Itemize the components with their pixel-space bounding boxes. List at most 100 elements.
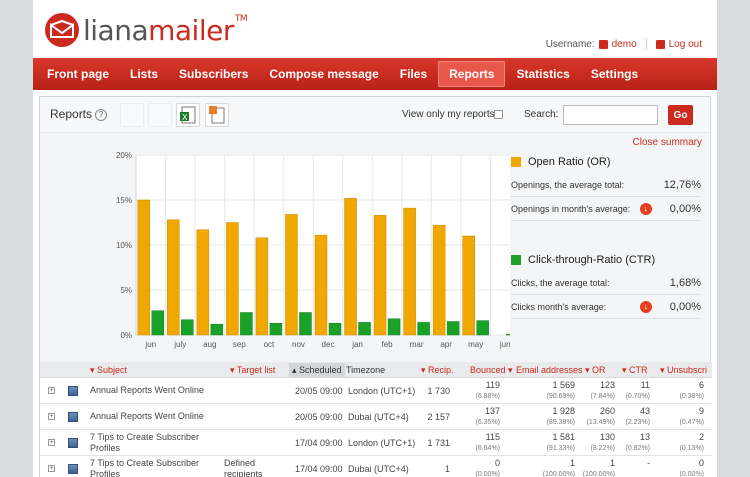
cell-subject-line2: Profiles [90, 469, 121, 477]
expand-icon[interactable]: + [48, 439, 55, 446]
cell-subject[interactable]: Annual Reports Went Online [90, 411, 204, 422]
expand-icon[interactable]: + [48, 387, 55, 394]
logout-link[interactable]: Log out [668, 38, 702, 50]
bar-or [462, 235, 475, 336]
bar-or [344, 197, 357, 336]
nav-subscribers[interactable]: Subscribers [179, 67, 249, 81]
cell-email-pct: (89.38%) [546, 419, 575, 426]
bar-or [432, 224, 446, 336]
cell-subject-line1: 7 Tips to Create Subscriber [90, 432, 200, 442]
or-header: Open Ratio (OR) [511, 151, 701, 173]
cell-recip: 1 [444, 464, 450, 474]
col-unsub[interactable]: ▾ Unsubscri [660, 365, 708, 375]
cell-or-value: 260 [599, 406, 615, 416]
cell-unsub-value: 2 [698, 432, 704, 442]
col-target-label: Target list [236, 365, 276, 375]
cell-or-pct: (100.00%) [582, 471, 615, 477]
bar-ctr [240, 312, 253, 336]
cell-subject-line1: Annual Reports Went Online [90, 385, 204, 395]
cell-ctr: 13 (0.82%) [625, 432, 650, 454]
x-tick-label: aug [203, 340, 216, 349]
cell-scheduled: 20/05 09:00 [295, 386, 343, 396]
bar-ctr [387, 318, 401, 336]
cell-timezone: Dubai (UTC+4) [348, 412, 409, 422]
col-ctr[interactable]: ▾ CTR [622, 365, 648, 375]
col-recip[interactable]: ▾ Recip. [421, 365, 454, 375]
cell-subject[interactable]: 7 Tips to Create Subscriber Profiles [90, 432, 199, 454]
expand-icon[interactable]: + [48, 465, 55, 472]
cell-unsub-value: 9 [698, 406, 704, 416]
cell-subject[interactable]: 7 Tips to Create Subscriber Profiles [90, 458, 199, 477]
go-button[interactable]: Go [668, 105, 693, 125]
or-legend-square [511, 157, 521, 167]
cell-or-pct: (7.84%) [590, 393, 615, 400]
help-icon[interactable]: ? [95, 109, 108, 121]
or-month-value-wrap: ↓ 0,00% [639, 202, 701, 215]
excel-export-icon[interactable]: X [176, 103, 200, 127]
cell-unsub: 2 (0.13%) [679, 432, 704, 454]
expand-icon[interactable]: + [48, 413, 55, 420]
cell-bounced-pct: (6.88%) [475, 393, 500, 400]
nav-statistics[interactable]: Statistics [516, 67, 570, 81]
cell-ctr-value: 13 [639, 432, 650, 442]
close-summary-link[interactable]: Close summary [632, 137, 702, 148]
cell-unsub: 0 (0.00%) [679, 458, 704, 477]
search-input[interactable] [563, 105, 658, 125]
cell-email: 1 569 (90.69%) [547, 380, 575, 402]
col-scheduled[interactable]: ▴ Scheduled [289, 363, 345, 377]
page-title: Reports [50, 107, 93, 121]
col-subject[interactable]: ▾ Subject [90, 365, 128, 375]
header: lianamailerTM Username: demo Log out [33, 0, 717, 58]
pdf-export-icon[interactable] [205, 103, 229, 127]
col-or[interactable]: OR [592, 365, 606, 375]
view-only-checkbox[interactable] [494, 110, 503, 119]
main-nav: Front page Lists Subscribers Compose mes… [33, 58, 717, 90]
col-bounced[interactable]: Bounced ▾ [470, 365, 513, 375]
nav-compose-message[interactable]: Compose message [269, 67, 379, 81]
col-email[interactable]: Email addresses ▾ [516, 365, 590, 375]
cell-bounced-pct: (6.35%) [475, 419, 500, 426]
bar-ctr [446, 321, 460, 336]
search-label: Search: [524, 109, 559, 120]
nav-files[interactable]: Files [399, 67, 428, 81]
nav-lists[interactable]: Lists [130, 67, 159, 81]
table-row[interactable]: +7 Tips to Create Subscriber Profiles 17/0… [40, 430, 712, 456]
cell-bounced-value: 137 [484, 406, 500, 416]
bar-ctr [476, 320, 489, 336]
table-row[interactable]: + Annual Reports Went Online 20/05 09:00 Du… [40, 404, 712, 430]
y-tick-label: 5% [120, 286, 132, 295]
cell-email-value: 1 928 [552, 406, 575, 416]
ctr-avg-label: Clicks, the average total: [511, 277, 610, 288]
cell-unsub: 6 (0.38%) [679, 380, 704, 402]
cell-scheduled: 20/05 09:00 [295, 412, 343, 422]
cell-timezone: London (UTC+1) [348, 386, 416, 396]
summary-panel: Open Ratio (OR) Openings, the average to… [511, 151, 701, 319]
svg-text:X: X [182, 113, 188, 122]
table-row[interactable]: +7 Tips to Create Subscriber Profiles Defi… [40, 456, 712, 477]
username-link[interactable]: demo [611, 38, 637, 50]
col-target[interactable]: ▾ Target list [230, 365, 276, 375]
logo[interactable]: lianamailerTM [45, 13, 248, 47]
nav-reports[interactable]: Reports [438, 61, 506, 87]
cell-timezone: Dubai (UTC+4) [348, 464, 409, 474]
userbar: Username: demo Log out [546, 38, 702, 50]
email-report-icon[interactable] [120, 103, 144, 127]
col-email-label: Email addresses [516, 365, 583, 375]
cell-recip: 1 731 [427, 438, 450, 448]
nav-front-page[interactable]: Front page [47, 67, 109, 81]
user-icon [598, 39, 608, 49]
cell-bounced-value: 115 [485, 432, 500, 442]
col-timezone[interactable]: Timezone [346, 365, 385, 375]
or-avg-value: 12,76% [663, 178, 701, 191]
nav-settings[interactable]: Settings [590, 67, 639, 81]
bar-or [255, 237, 269, 336]
ctr-month-label: Clicks month's average: [511, 301, 607, 312]
y-tick-label: 10% [116, 241, 132, 250]
table-row[interactable]: + Annual Reports Went Online 20/05 09:00 Lo… [40, 378, 712, 404]
or-month-row: Openings in month's average: ↓ 0,00% [511, 197, 701, 221]
x-tick-label: jun [499, 340, 510, 349]
cell-unsub-value: 0 [698, 458, 704, 468]
cell-subject[interactable]: Annual Reports Went Online [90, 385, 204, 396]
ctr-month-row: Clicks month's average: ↓ 0,00% [511, 295, 701, 319]
delete-report-icon[interactable] [148, 103, 172, 127]
